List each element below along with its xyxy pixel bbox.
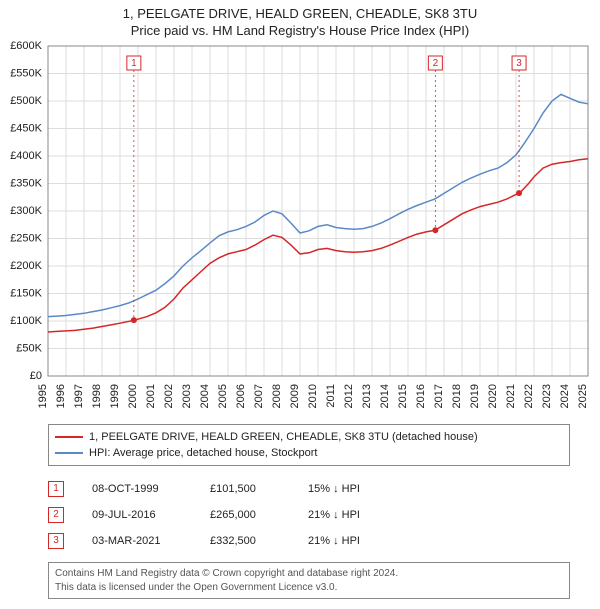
svg-text:2019: 2019	[469, 384, 481, 408]
svg-text:2013: 2013	[361, 384, 373, 408]
title-main: 1, PEELGATE DRIVE, HEALD GREEN, CHEADLE,…	[0, 6, 600, 21]
sale-marker-icon: 3	[48, 533, 64, 549]
svg-text:£0: £0	[30, 370, 42, 382]
sale-delta: 15% ↓ HPI	[308, 483, 398, 495]
svg-text:2020: 2020	[487, 384, 499, 408]
attribution-footer: Contains HM Land Registry data © Crown c…	[48, 562, 570, 599]
svg-text:2004: 2004	[199, 384, 211, 408]
svg-text:£350K: £350K	[10, 178, 42, 190]
svg-text:2021: 2021	[505, 384, 517, 408]
svg-text:£450K: £450K	[10, 123, 42, 135]
svg-text:2012: 2012	[343, 384, 355, 408]
sale-date: 09-JUL-2016	[92, 509, 182, 521]
svg-text:£600K: £600K	[10, 40, 42, 52]
svg-text:2003: 2003	[181, 384, 193, 408]
sale-marker-icon: 1	[48, 481, 64, 497]
svg-text:2008: 2008	[271, 384, 283, 408]
sale-date: 03-MAR-2021	[92, 535, 182, 547]
svg-text:£50K: £50K	[16, 343, 42, 355]
svg-text:£150K: £150K	[10, 288, 42, 300]
svg-text:2005: 2005	[217, 384, 229, 408]
chart-svg: £0 £50K £100K £150K £200K £250K £300K £350K £400…	[0, 38, 600, 418]
svg-text:£200K: £200K	[10, 260, 42, 272]
svg-text:2001: 2001	[145, 384, 157, 408]
legend-label: 1, PEELGATE DRIVE, HEALD GREEN, CHEADLE,…	[89, 431, 478, 443]
svg-text:2000: 2000	[127, 384, 139, 408]
svg-text:1998: 1998	[91, 384, 103, 408]
sales-table: 1 08-OCT-1999 £101,500 15% ↓ HPI 2 09-JU…	[48, 476, 570, 554]
sales-row: 3 03-MAR-2021 £332,500 21% ↓ HPI	[48, 528, 570, 554]
legend-swatch	[55, 452, 83, 454]
svg-text:1996: 1996	[55, 384, 67, 408]
footer-line: Contains HM Land Registry data © Crown c…	[55, 567, 563, 581]
svg-text:2014: 2014	[379, 384, 391, 408]
svg-text:£250K: £250K	[10, 233, 42, 245]
svg-text:1997: 1997	[73, 384, 85, 408]
svg-text:2007: 2007	[253, 384, 265, 408]
svg-text:£400K: £400K	[10, 150, 42, 162]
legend-label: HPI: Average price, detached house, Stoc…	[89, 447, 318, 459]
chart-region: £0 £50K £100K £150K £200K £250K £300K £350K £400…	[0, 38, 600, 418]
svg-text:2022: 2022	[523, 384, 535, 408]
svg-text:2011: 2011	[325, 384, 337, 408]
chart-container: 1, PEELGATE DRIVE, HEALD GREEN, CHEADLE,…	[0, 0, 600, 599]
sale-marker-icon: 2	[48, 507, 64, 523]
svg-text:1999: 1999	[109, 384, 121, 408]
svg-text:3: 3	[516, 58, 522, 69]
sale-date: 08-OCT-1999	[92, 483, 182, 495]
svg-text:2002: 2002	[163, 384, 175, 408]
svg-text:2006: 2006	[235, 384, 247, 408]
legend-row: HPI: Average price, detached house, Stoc…	[55, 445, 563, 461]
svg-text:2018: 2018	[451, 384, 463, 408]
sales-row: 1 08-OCT-1999 £101,500 15% ↓ HPI	[48, 476, 570, 502]
sale-price: £265,000	[210, 509, 280, 521]
svg-text:£100K: £100K	[10, 315, 42, 327]
svg-text:£550K: £550K	[10, 68, 42, 80]
footer-line: This data is licensed under the Open Gov…	[55, 581, 563, 595]
sale-price: £332,500	[210, 535, 280, 547]
svg-text:2017: 2017	[433, 384, 445, 408]
svg-text:2010: 2010	[307, 384, 319, 408]
sale-price: £101,500	[210, 483, 280, 495]
svg-text:1: 1	[131, 58, 137, 69]
svg-text:2024: 2024	[559, 384, 571, 408]
sales-row: 2 09-JUL-2016 £265,000 21% ↓ HPI	[48, 502, 570, 528]
titles: 1, PEELGATE DRIVE, HEALD GREEN, CHEADLE,…	[0, 0, 600, 38]
legend-swatch	[55, 436, 83, 438]
svg-text:2: 2	[433, 58, 439, 69]
svg-text:1995: 1995	[37, 384, 49, 408]
sale-delta: 21% ↓ HPI	[308, 509, 398, 521]
sale-delta: 21% ↓ HPI	[308, 535, 398, 547]
legend-row: 1, PEELGATE DRIVE, HEALD GREEN, CHEADLE,…	[55, 429, 563, 445]
title-sub: Price paid vs. HM Land Registry's House …	[0, 23, 600, 38]
legend: 1, PEELGATE DRIVE, HEALD GREEN, CHEADLE,…	[48, 424, 570, 466]
svg-text:2016: 2016	[415, 384, 427, 408]
svg-text:£500K: £500K	[10, 95, 42, 107]
svg-text:£300K: £300K	[10, 205, 42, 217]
svg-text:2015: 2015	[397, 384, 409, 408]
svg-text:2009: 2009	[289, 384, 301, 408]
svg-text:2023: 2023	[541, 384, 553, 408]
svg-text:2025: 2025	[577, 384, 589, 408]
